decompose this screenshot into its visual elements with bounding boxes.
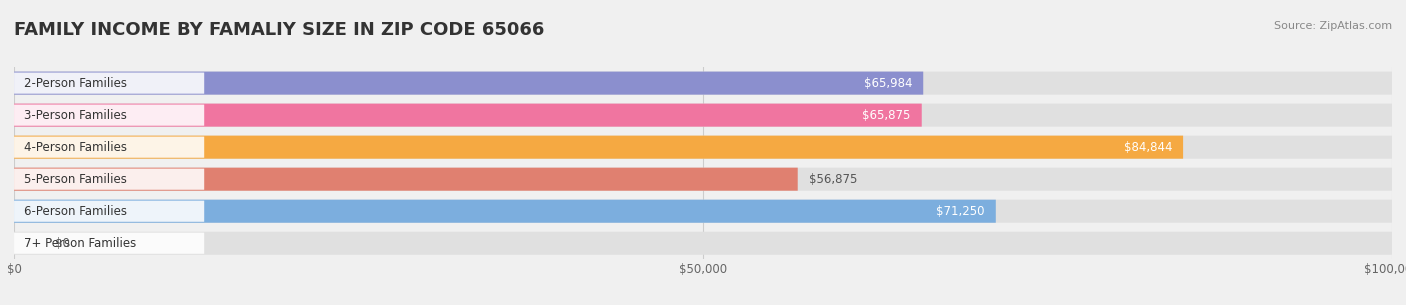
FancyBboxPatch shape xyxy=(14,73,204,94)
FancyBboxPatch shape xyxy=(14,136,1392,159)
Text: 4-Person Families: 4-Person Families xyxy=(24,141,127,154)
Text: 7+ Person Families: 7+ Person Families xyxy=(24,237,136,250)
FancyBboxPatch shape xyxy=(14,72,924,95)
Text: $84,844: $84,844 xyxy=(1123,141,1173,154)
Text: FAMILY INCOME BY FAMALIY SIZE IN ZIP CODE 65066: FAMILY INCOME BY FAMALIY SIZE IN ZIP COD… xyxy=(14,21,544,39)
FancyBboxPatch shape xyxy=(14,168,1392,191)
FancyBboxPatch shape xyxy=(14,105,204,126)
Text: 2-Person Families: 2-Person Families xyxy=(24,77,127,90)
Text: $65,875: $65,875 xyxy=(862,109,911,122)
FancyBboxPatch shape xyxy=(14,200,1392,223)
FancyBboxPatch shape xyxy=(14,104,1392,127)
Text: 3-Person Families: 3-Person Families xyxy=(24,109,127,122)
FancyBboxPatch shape xyxy=(14,200,995,223)
Text: $56,875: $56,875 xyxy=(808,173,858,186)
Text: 5-Person Families: 5-Person Families xyxy=(24,173,127,186)
FancyBboxPatch shape xyxy=(14,104,922,127)
FancyBboxPatch shape xyxy=(14,136,1182,159)
FancyBboxPatch shape xyxy=(14,201,204,222)
Text: Source: ZipAtlas.com: Source: ZipAtlas.com xyxy=(1274,21,1392,31)
Text: $0: $0 xyxy=(55,237,70,250)
FancyBboxPatch shape xyxy=(14,233,204,254)
FancyBboxPatch shape xyxy=(14,232,1392,255)
FancyBboxPatch shape xyxy=(14,137,204,158)
FancyBboxPatch shape xyxy=(14,72,1392,95)
FancyBboxPatch shape xyxy=(14,169,204,190)
FancyBboxPatch shape xyxy=(14,168,797,191)
Text: $65,984: $65,984 xyxy=(863,77,912,90)
Text: $71,250: $71,250 xyxy=(936,205,984,218)
Text: 6-Person Families: 6-Person Families xyxy=(24,205,127,218)
